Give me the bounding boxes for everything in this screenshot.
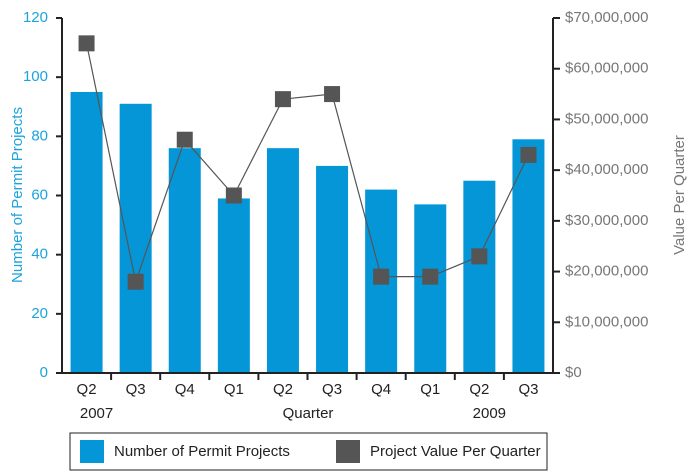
bar: [119, 103, 152, 374]
y2-tick-label: $0: [565, 364, 582, 381]
y2-axis-title: Value Per Quarter: [671, 135, 688, 255]
marker: [274, 91, 291, 108]
y-tick-label: 20: [31, 305, 48, 322]
y2-tick-label: $50,000,000: [565, 110, 648, 127]
bar: [70, 91, 103, 373]
bar: [512, 139, 545, 373]
legend-swatch: [336, 440, 360, 463]
year-label: 2007: [80, 405, 113, 422]
y-tick-label: 60: [31, 186, 48, 203]
x-tick-label: Q2: [469, 381, 489, 398]
y-tick-label: 40: [31, 246, 48, 263]
y-tick-label: 0: [40, 364, 48, 381]
bar: [316, 165, 349, 373]
marker: [127, 273, 144, 290]
marker: [422, 268, 439, 285]
x-tick-label: Q1: [420, 381, 440, 398]
x-axis-title: Quarter: [283, 405, 334, 422]
x-tick-label: Q1: [224, 381, 244, 398]
marker: [520, 146, 537, 163]
marker: [324, 86, 341, 103]
line: [85, 43, 529, 284]
bar: [414, 204, 447, 373]
legend-label: Number of Permit Projects: [114, 443, 290, 460]
y2-tick-label: $30,000,000: [565, 212, 648, 229]
x-tick-label: Q3: [322, 381, 342, 398]
y-tick-label: 120: [23, 9, 48, 26]
y2-tick-label: $10,000,000: [565, 313, 648, 330]
y-axis-title: Number of Permit Projects: [9, 107, 26, 283]
marker: [471, 248, 488, 265]
year-label: 2009: [473, 405, 506, 422]
bar: [217, 198, 250, 373]
x-tick-label: Q2: [77, 381, 97, 398]
x-tick-label: Q2: [273, 381, 293, 398]
legend-swatch: [80, 440, 104, 463]
marker: [176, 131, 193, 148]
bar: [168, 148, 201, 373]
y2-tick-label: $40,000,000: [565, 161, 648, 178]
bar: [463, 180, 496, 373]
x-tick-label: Q4: [175, 381, 195, 398]
marker: [225, 187, 242, 204]
y-tick-label: 80: [31, 127, 48, 144]
marker: [78, 35, 95, 52]
x-tick-label: Q4: [371, 381, 391, 398]
legend-box: [69, 432, 548, 471]
bar: [266, 148, 299, 373]
marker: [373, 268, 390, 285]
y-tick-label: 100: [23, 68, 48, 85]
legend-label: Project Value Per Quarter: [370, 443, 541, 460]
y2-tick-label: $60,000,000: [565, 60, 648, 77]
x-tick-label: Q3: [126, 381, 146, 398]
x-tick-label: Q3: [518, 381, 538, 398]
y2-tick-label: $20,000,000: [565, 263, 648, 280]
y2-tick-label: $70,000,000: [565, 9, 648, 26]
